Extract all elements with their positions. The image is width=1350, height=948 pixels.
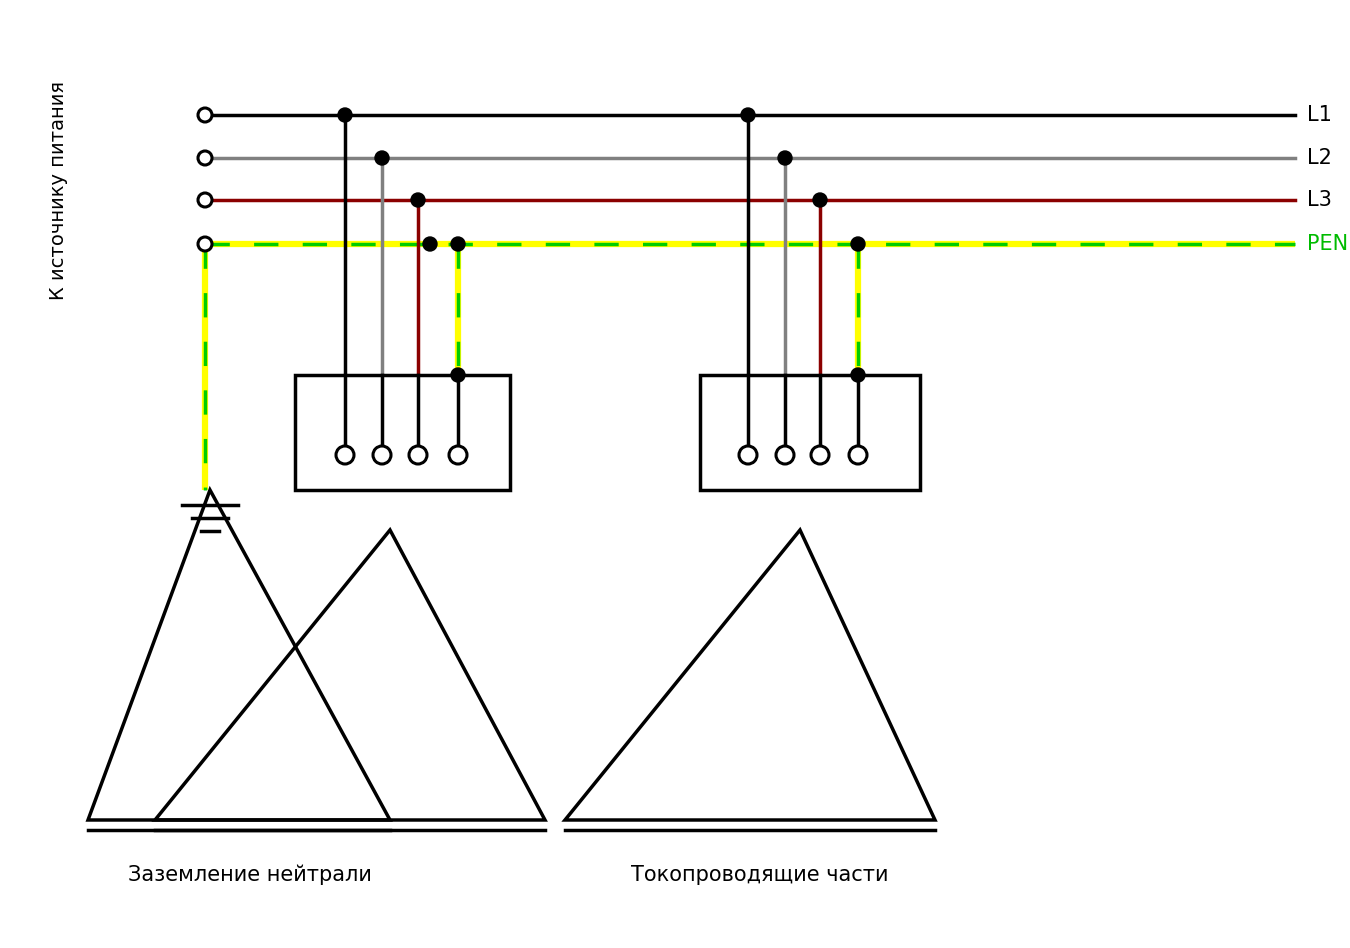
Circle shape [778,151,792,165]
Bar [296,375,510,490]
Circle shape [198,237,212,251]
Circle shape [451,237,464,251]
Circle shape [423,237,437,251]
Text: L1: L1 [1307,105,1332,125]
Circle shape [451,368,464,382]
Circle shape [409,446,427,464]
Circle shape [738,446,757,464]
Circle shape [741,108,755,122]
Text: Токопроводящие части: Токопроводящие части [632,865,888,885]
Circle shape [849,446,867,464]
Text: L3: L3 [1307,190,1332,210]
Circle shape [375,151,389,165]
Circle shape [811,446,829,464]
Circle shape [338,108,352,122]
Text: PEN: PEN [1307,234,1349,254]
Bar [701,375,919,490]
Circle shape [850,368,865,382]
Circle shape [198,151,212,165]
Circle shape [776,446,794,464]
Circle shape [198,193,212,207]
Text: L2: L2 [1307,148,1332,168]
Circle shape [373,446,391,464]
Circle shape [336,446,354,464]
Circle shape [410,193,425,207]
Text: Заземление нейтрали: Заземление нейтрали [128,865,373,885]
Circle shape [198,108,212,122]
Circle shape [450,446,467,464]
Circle shape [850,237,865,251]
Circle shape [813,193,828,207]
Text: К источнику питания: К источнику питания [49,81,68,300]
